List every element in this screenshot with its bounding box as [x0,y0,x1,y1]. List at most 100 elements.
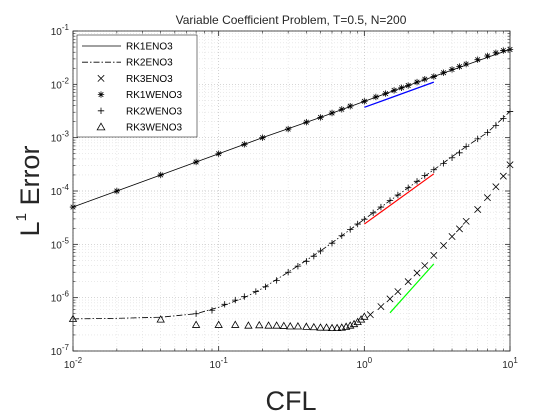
data-point-rk3eno3 [462,217,470,225]
data-point-rk3weno3 [302,322,311,330]
data-point-rk2weno3 [303,258,310,265]
data-point-rk3weno3 [322,323,331,331]
y-axis-label: L1 Error [13,146,45,237]
y-axis-label-main: L [15,221,45,236]
data-point-rk2weno3 [394,191,402,199]
legend-marker-rk2weno3 [97,107,105,114]
data-point-rk1weno3 [413,78,421,86]
data-point-rk2weno3 [294,262,302,270]
legend-box [76,34,198,138]
data-point-rk2weno3 [347,226,354,233]
data-point-rk2weno3 [462,143,470,150]
data-point-rk3eno3 [430,251,438,259]
data-point-rk3weno3 [279,321,288,329]
series-rk2eno3 [72,111,511,320]
data-point-rk1weno3 [215,150,222,157]
data-point-rk1weno3 [382,90,389,97]
data-point-rk3weno3 [349,319,359,328]
data-point-rk2weno3 [500,115,507,122]
data-point-rk1weno3 [404,82,412,89]
series-layer [68,46,514,332]
legend-label-rk2weno3: RK2WENO3 [126,106,183,117]
x-tick-label: 101 [502,356,518,371]
data-point-rk2weno3 [421,172,428,179]
data-point-rk3eno3 [448,233,456,241]
legend-label-rk3weno3: RK3WENO3 [126,123,183,134]
data-point-rk1weno3 [456,63,463,70]
y-tick-label: 10-7 [51,343,70,358]
x-tick-labels: 10-2 10-1 100 101 [64,356,518,371]
legend-label-rk1weno3: RK1WENO3 [126,90,183,101]
data-point-rk3eno3 [377,303,385,311]
legend-marker-rk3eno3 [97,74,105,82]
data-point-rk3eno3 [366,311,374,319]
data-point-rk1weno3 [284,125,292,133]
legend: RK1ENO3 RK2ENO3 RK3ENO3 RK1WENO3 RK2WENO3 RK3… [76,34,198,138]
data-point-rk3weno3 [293,322,303,330]
series-line-rk2eno3 [72,111,511,320]
legend-marker-rk1weno3 [97,91,105,98]
data-point-rk2weno3 [232,296,239,304]
data-point-rk3weno3 [255,320,264,329]
data-point-rk2weno3 [386,197,394,204]
data-point-rk3weno3 [286,322,295,330]
data-point-rk2weno3 [317,247,324,255]
data-point-rk2weno3 [404,184,412,191]
data-point-rk1weno3 [398,84,405,92]
data-point-rk3eno3 [492,183,500,191]
data-point-rk2weno3 [338,232,345,239]
data-point-rk1weno3 [303,118,310,126]
data-point-rk1weno3 [448,66,456,73]
reference-lines [363,81,435,314]
data-point-rk3weno3 [156,315,165,323]
data-point-rk3weno3 [309,322,319,331]
data-point-rk2weno3 [252,288,260,295]
data-point-rk2weno3 [484,129,491,136]
y-tick-label: 10-3 [51,130,70,145]
data-point-rk2weno3 [284,269,292,276]
data-point-rk2weno3 [377,203,385,211]
data-point-rk1weno3 [474,56,481,63]
data-point-rk1weno3 [421,75,428,83]
x-axis-label: CFL [265,386,316,416]
data-point-rk2weno3 [310,252,318,260]
data-point-rk2weno3 [262,283,269,290]
data-point-rk3weno3 [264,321,273,329]
legend-marker-rk3weno3 [96,122,106,131]
y-tick-label: 10-2 [51,76,70,91]
axis-ticks [72,30,511,352]
data-point-rk2weno3 [241,293,248,300]
series-rk3eno3 [366,161,514,319]
reference-slope-line [364,81,435,108]
data-point-rk3eno3 [413,269,421,277]
data-point-rk1weno3 [390,87,398,94]
data-point-rk3eno3 [483,194,491,202]
data-point-rk3eno3 [386,295,394,303]
data-point-rk3weno3 [327,323,337,332]
x-tick-label: 100 [357,356,373,371]
data-point-rk3weno3 [214,320,223,328]
data-point-rk2weno3 [328,240,336,247]
data-point-rk1weno3 [500,47,507,54]
data-point-rk3eno3 [499,172,507,180]
data-point-rk1weno3 [328,109,336,117]
series-rk1weno3 [69,46,514,211]
data-point-rk1weno3 [462,60,470,68]
y-tick-label: 10-4 [51,183,70,198]
data-point-rk2weno3 [448,154,456,161]
data-point-rk3eno3 [394,288,402,296]
reference-slope-line [389,263,435,314]
y-tick-label: 10-5 [51,236,70,251]
data-point-rk3weno3 [244,321,253,329]
data-point-rk1weno3 [492,49,500,57]
data-point-rk2weno3 [361,216,368,223]
data-point-rk1weno3 [192,158,200,166]
data-point-rk1weno3 [361,98,368,105]
data-point-rk2weno3 [273,277,280,284]
data-point-rk2weno3 [221,301,228,308]
legend-label-rk1eno3: RK1ENO3 [126,42,173,53]
data-point-rk2weno3 [492,122,500,129]
data-point-rk1weno3 [347,102,354,110]
data-point-rk1weno3 [338,106,345,113]
